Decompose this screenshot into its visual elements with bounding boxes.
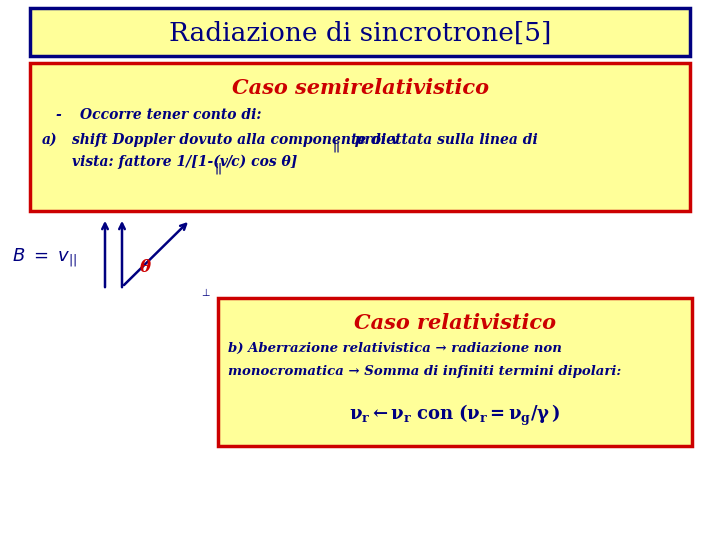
FancyBboxPatch shape [30,63,690,211]
Text: Occorre tener conto di:: Occorre tener conto di: [80,108,261,122]
Text: a): a) [42,133,58,147]
Text: θ: θ [140,260,151,276]
Text: ⊥: ⊥ [201,288,210,298]
Text: ||: || [333,140,341,152]
Text: b) Aberrazione relativistica → radiazione non: b) Aberrazione relativistica → radiazion… [228,341,562,354]
Text: Caso relativistico: Caso relativistico [354,313,556,333]
Text: $\mathbf{\nu_r}$$\mathbf{\leftarrow}$$\mathbf{\nu_r}$ $\mathbf{con}$ $\mathbf{(\: $\mathbf{\nu_r}$$\mathbf{\leftarrow}$$\m… [349,402,561,428]
Text: vista: fattore 1/[1-(v: vista: fattore 1/[1-(v [72,155,228,169]
Text: /c) cos θ]: /c) cos θ] [226,155,297,169]
Text: proiettata sulla linea di: proiettata sulla linea di [345,133,538,147]
Text: monocromatica → Somma di infiniti termini dipolari:: monocromatica → Somma di infiniti termin… [228,366,621,379]
Text: -: - [55,108,60,122]
Text: ||: || [215,162,223,174]
FancyBboxPatch shape [30,8,690,56]
Text: Caso semirelativistico: Caso semirelativistico [232,78,488,98]
Text: $\it{B}$ $=$ $\it{v}_{||}$: $\it{B}$ $=$ $\it{v}_{||}$ [12,247,78,269]
Text: Radiazione di sincrotrone[5]: Radiazione di sincrotrone[5] [168,21,552,45]
Text: shift Doppler dovuto alla componente di v: shift Doppler dovuto alla componente di … [72,133,399,147]
FancyBboxPatch shape [218,298,692,446]
